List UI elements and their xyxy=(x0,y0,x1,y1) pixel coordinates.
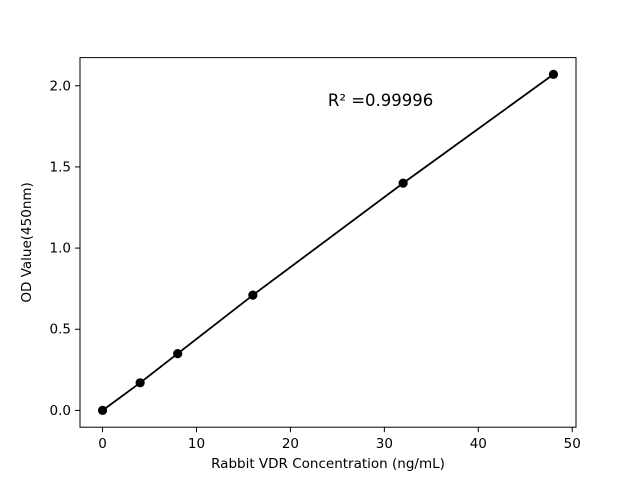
r-squared-annotation: R² =0.99996 xyxy=(328,91,433,110)
data-point xyxy=(548,69,559,79)
trend-line xyxy=(101,73,555,412)
data-point xyxy=(398,178,408,188)
y-tick-label: 1.5 xyxy=(50,159,71,175)
x-tick-label: 50 xyxy=(564,436,581,452)
x-tick-label: 10 xyxy=(188,436,205,452)
data-point xyxy=(97,405,108,415)
data-point xyxy=(248,290,258,300)
y-axis-label: OD Value(450nm) xyxy=(19,182,35,302)
y-tick-label: 0.5 xyxy=(50,322,71,338)
y-tick-label: 1.0 xyxy=(50,241,71,257)
data-point xyxy=(173,348,183,359)
x-tick-label: 30 xyxy=(376,436,393,452)
x-axis-label: Rabbit VDR Concentration (ng/mL) xyxy=(211,456,445,472)
x-tick-label: 40 xyxy=(470,436,487,452)
plot-border xyxy=(79,57,577,428)
y-tick-label: 2.0 xyxy=(50,78,71,94)
x-tick-label: 20 xyxy=(282,436,299,452)
data-point xyxy=(135,378,145,388)
y-tick-label: 0.0 xyxy=(50,403,71,419)
x-tick-label: 0 xyxy=(98,436,107,452)
